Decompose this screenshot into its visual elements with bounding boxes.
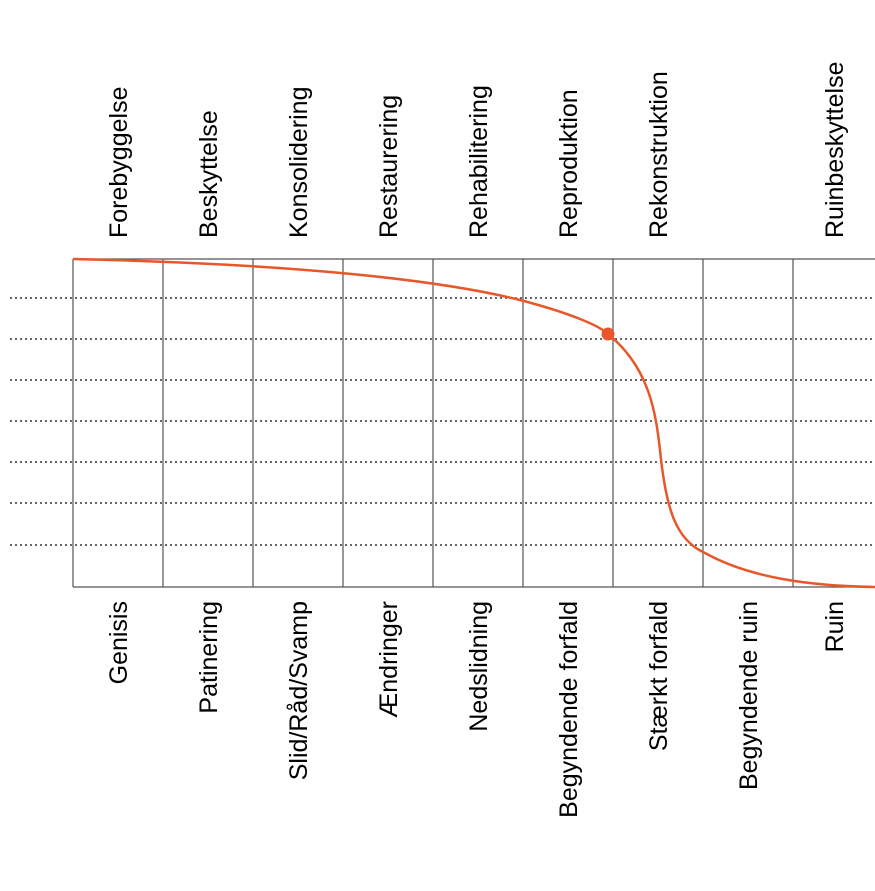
stage-label-3: Slid/Råd/Svamp (285, 601, 313, 780)
stage-label-8: Begyndende ruin (735, 601, 763, 790)
measure-label-7: Rekonstruktion (645, 71, 673, 238)
stage-label-9: Ruin (821, 601, 849, 652)
measure-label-5: Rehabilitering (465, 85, 493, 238)
stage-label-2: Patinering (195, 601, 223, 714)
measure-label-9: Ruinbeskyttelse (821, 62, 849, 238)
stage-label-5: Nedslidning (465, 601, 493, 732)
measure-label-3: Konsolidering (285, 87, 313, 239)
stage-label-6: Begyndende forfald (555, 601, 583, 818)
measure-labels: Forebyggelse Beskyttelse Konsolidering Rest… (105, 62, 849, 238)
measure-label-2: Beskyttelse (195, 110, 223, 238)
stage-label-1: Genisis (105, 601, 133, 684)
measure-label-4: Restaurering (375, 95, 403, 238)
measure-label-1: Forebyggelse (105, 87, 133, 238)
stage-label-7: Stærkt forfald (645, 601, 673, 751)
measure-label-6: Reproduktion (555, 89, 583, 238)
grid-frame (72, 258, 875, 588)
stage-labels: Genisis Patinering Slid/Råd/Svamp Ændringer… (105, 601, 849, 818)
curve-marker-dot (601, 327, 615, 341)
stage-label-4: Ændringer (375, 601, 403, 718)
decay-curve (72, 257, 875, 589)
dotted-level-lines (10, 297, 875, 546)
